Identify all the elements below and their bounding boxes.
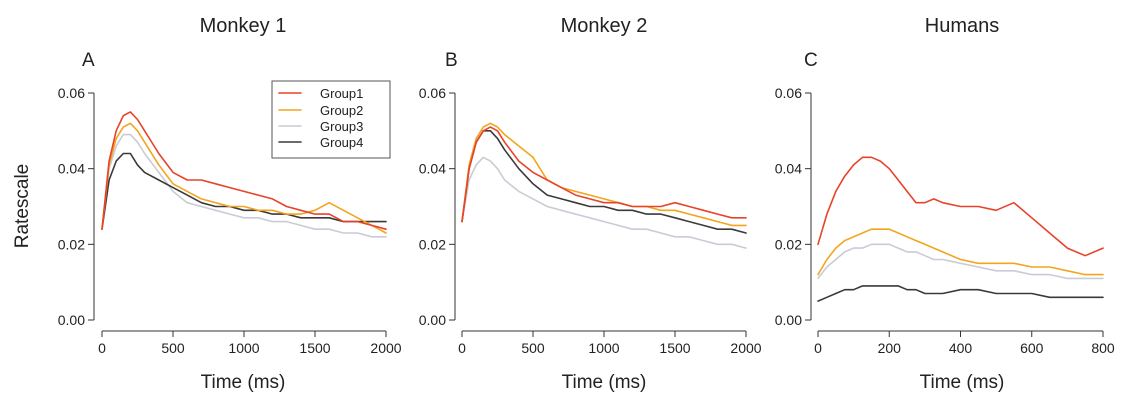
y-tick-label: 0.00 [775,312,802,328]
x-tick-label: 2000 [730,340,761,356]
panel-c-title: Humans [925,15,999,37]
x-tick-label: 1500 [299,340,330,356]
x-tick-label: 800 [1091,340,1115,356]
y-tick-label: 0.04 [775,161,802,177]
series-line-group2 [101,122,387,234]
y-tick-label: 0.06 [775,85,802,101]
panel-b-letter: B [445,50,458,71]
y-tick-label: 0.02 [775,236,802,252]
x-tick-label: 2000 [370,340,401,356]
panel-a-x-axis-label: Time (ms) [201,372,286,393]
panel-a: Monkey 1 A Time (ms) 0.00 0.02 0.04 0.06 0 50… [58,15,402,393]
x-tick-label: 400 [949,340,973,356]
y-tick-label: 0.04 [58,161,85,177]
series-line-group3 [461,156,747,249]
panel-c-x-axis-label: Time (ms) [920,372,1005,393]
panel-b: Monkey 2 B Time (ms) 0.00 0.02 0.04 0.06 0 50… [419,15,762,393]
shared-y-axis-label: Ratescale [12,164,33,249]
y-tick-label: 0.02 [419,236,446,252]
panel-a-plot-area: 0.00 0.02 0.04 0.06 0 500 1000 1500 2000 [58,85,402,356]
x-tick-label: 500 [161,340,185,356]
series-line-group1 [817,156,1104,257]
panel-c-letter: C [804,50,818,71]
panel-b-x-axis-label: Time (ms) [562,372,647,393]
panel-b-title: Monkey 2 [561,15,648,37]
series-line-group3 [817,243,1104,280]
y-tick-label: 0.04 [419,161,446,177]
series-line-group1 [461,126,747,223]
series-line-group1 [101,111,387,230]
legend-label-group3: Group3 [320,119,363,134]
series-line-group4 [817,285,1104,302]
series-line-group3 [101,133,387,238]
x-tick-label: 500 [521,340,545,356]
x-tick-label: 600 [1020,340,1044,356]
series-line-group2 [817,228,1104,276]
x-tick-label: 1000 [588,340,619,356]
panel-a-title: Monkey 1 [200,15,287,37]
panel-b-plot-area: 0.00 0.02 0.04 0.06 0 500 1000 1500 2000 [419,85,762,356]
y-tick-label: 0.06 [419,85,446,101]
panel-c-plot-area: 0.00 0.02 0.04 0.06 0 200 400 600 800 [775,85,1115,356]
panel-c: Humans C Time (ms) 0.00 0.02 0.04 0.06 0 200 4… [775,15,1115,393]
legend-box [271,80,391,159]
legend-label-group4: Group4 [320,135,363,150]
x-tick-label: 0 [98,340,106,356]
legend-label-group2: Group2 [320,103,363,118]
panel-a-letter: A [82,50,95,71]
series-line-group4 [101,152,387,230]
legend: Group1 Group2 Group3 Group4 [271,80,391,159]
x-tick-label: 1500 [659,340,690,356]
y-tick-label: 0.06 [58,85,85,101]
y-tick-label: 0.00 [419,312,446,328]
y-tick-label: 0.02 [58,236,85,252]
series-line-group4 [461,130,747,234]
x-tick-label: 1000 [228,340,259,356]
x-tick-label: 200 [878,340,902,356]
y-tick-label: 0.00 [58,312,85,328]
x-tick-label: 0 [458,340,466,356]
series-line-group2 [461,122,747,227]
x-tick-label: 0 [814,340,822,356]
legend-label-group1: Group1 [320,86,363,101]
